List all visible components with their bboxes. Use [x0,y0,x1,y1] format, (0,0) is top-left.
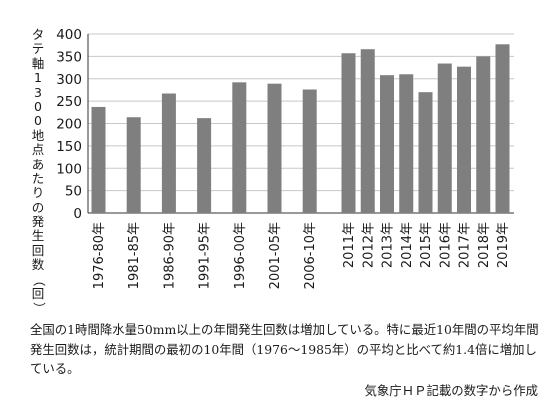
bar [399,74,414,214]
x-tick-label: 2012年 [361,222,376,268]
bar [126,117,141,213]
gridlines [87,33,514,214]
x-tick-label: 2011年 [342,222,357,268]
y-axis-label: タテ軸 1 3 0 0 地点あたりの発生回数（回） [30,27,47,316]
bar [197,118,212,213]
x-tick-label: 1991-95年 [198,222,213,289]
y-axis-label-char: 生 [31,228,45,244]
y-axis-label-char: 発 [31,214,45,230]
figure-caption: 全国の1時間降水量50mm以上の年間発生回数は増加している。特に最近10年間の平… [30,322,539,376]
bar [495,44,510,214]
x-tick-label: 2017年 [458,222,473,268]
y-axis-label-char: あ [31,156,45,172]
y-axis-label-char: 3 [34,84,42,100]
x-tick-label: 1981-85年 [127,222,142,289]
y-tick-label: 200 [56,117,82,133]
bar-chart: 0 50 100 150 200 250 300 350 400 1976-80年 1981-85… [56,27,514,289]
y-tick-label: 150 [56,139,82,155]
y-axis-label-char: タ [31,27,45,42]
x-tick-label: 2016年 [438,222,453,268]
y-axis-label-char: 数 [31,257,45,273]
source-note: 気象庁ＨＰ記載の数字から作成 [364,383,538,398]
y-axis-label-char: ） [31,302,47,315]
bar [267,83,282,213]
y-tick-label: 300 [56,72,82,88]
y-axis-label-char: 地 [31,127,45,143]
bar [476,56,491,213]
x-tick-label: 2014年 [400,222,415,268]
x-tick-label: 2015年 [419,222,434,268]
bar [161,93,176,213]
x-tick-label: 1976-80年 [92,222,107,289]
bar [437,63,452,213]
x-tick-label: 2006-10年 [303,222,318,289]
x-tick-label: 1986-90年 [162,222,177,289]
bar [341,53,356,214]
y-axis-label-char: 0 [34,98,42,114]
y-axis-label-char: テ [31,41,45,57]
bars [91,44,510,214]
bar [418,92,433,213]
x-tick-labels: 1976-80年 1981-85年 1986-90年 1991-95年 1996-00年… [92,222,511,289]
y-axis-label-char: 回 [31,286,45,302]
y-tick-label: 250 [56,94,82,110]
y-tick-label: 100 [56,161,82,177]
y-tick-labels: 0 50 100 150 200 250 300 350 400 [56,27,82,222]
y-axis-label-char: 0 [34,113,42,129]
y-tick-label: 400 [56,27,82,43]
y-axis-label-char: （ [31,273,47,287]
y-axis-label-char: 点 [31,142,45,158]
x-tick-label: 2001-05年 [268,222,283,289]
y-axis-label-char: 1 [34,70,42,86]
y-tick-label: 0 [73,206,82,222]
y-axis-label-char: の [31,199,45,215]
y-axis-label-char: り [31,185,45,201]
y-tick-label: 50 [65,184,82,200]
bar [302,89,317,213]
x-tick-label: 2013年 [381,222,396,268]
y-axis-label-char: 軸 [31,55,45,71]
y-tick-label: 350 [56,49,82,65]
bar [91,106,106,213]
y-axis-label-char: た [31,170,45,186]
bar [232,82,247,213]
bar [457,66,471,213]
x-tick-label: 1996-00年 [233,222,248,289]
bar [380,75,394,213]
y-axis-label-char: 回 [31,242,45,258]
x-tick-label: 2019年 [496,222,511,268]
bar [360,49,375,214]
x-tick-label: 2018年 [477,222,492,268]
